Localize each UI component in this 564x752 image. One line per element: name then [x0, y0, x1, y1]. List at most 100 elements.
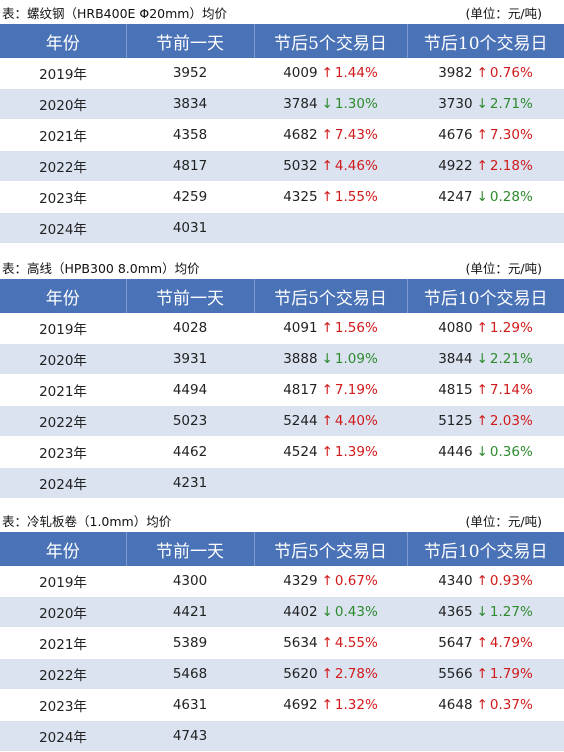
arrow-up-icon: ↑ [476, 158, 488, 174]
column-header: 节后10个交易日 [407, 279, 564, 313]
change-percent: 1.56% [334, 320, 378, 336]
column-header: 节后5个交易日 [254, 279, 408, 313]
change-percent: 0.67% [334, 573, 378, 589]
post-10-day-cell: 4648 ↑ 0.37% [407, 689, 564, 721]
table-title: 表：螺纹钢（HRB400E Φ20mm）均价 [2, 5, 227, 21]
pre-holiday-price-cell: 4231 [126, 467, 254, 499]
pre-holiday-price-cell: 4462 [126, 436, 254, 468]
header-row: 年份 节前一天 节后5个交易日 节后10个交易日 [0, 532, 564, 566]
table-row: 2024年 4031 [0, 212, 564, 244]
post-5-day-cell [254, 467, 407, 499]
change-indicator: ↑ 4.79% [473, 635, 533, 651]
change-percent: 7.43% [334, 127, 378, 143]
table-row: 2024年 4231 [0, 467, 564, 499]
price-value: 3784 [283, 96, 318, 112]
year-cell: 2024年 [0, 467, 126, 499]
post-5-day-cell: 4402 ↓ 0.43% [254, 596, 407, 628]
column-header: 节后10个交易日 [407, 24, 564, 58]
change-percent: 4.40% [334, 413, 378, 429]
table-caption: 表：螺纹钢（HRB400E Φ20mm）均价 (单位：元/吨) [0, 0, 564, 24]
table-row: 2020年 3931 3888 ↓ 1.09% 3844 ↓ 2.21% [0, 343, 564, 375]
post-10-day-cell: 3730 ↓ 2.71% [407, 88, 564, 120]
table-caption: 表：高线（HPB300 8.0mm）均价 (单位：元/吨) [0, 255, 564, 279]
change-percent: 0.76% [489, 65, 533, 81]
unit-label: (单位：元/吨) [465, 5, 542, 21]
price-table: 年份 节前一天 节后5个交易日 节后10个交易日 2019年 4028 4091 ↑ 1.56%… [0, 279, 564, 499]
post-5-day-cell: 4325 ↑ 1.55% [254, 181, 407, 213]
change-percent: 1.29% [489, 320, 533, 336]
change-indicator: ↓ 2.21% [473, 351, 533, 367]
price-value: 5620 [283, 666, 318, 682]
table-row: 2023年 4631 4692 ↑ 1.32% 4648 ↑ 0.37% [0, 689, 564, 721]
post-10-day-cell: 4922 ↑ 2.18% [407, 150, 564, 182]
arrow-down-icon: ↓ [476, 444, 488, 460]
pre-holiday-price-cell: 4259 [126, 181, 254, 213]
price-value: 5032 [283, 158, 318, 174]
change-percent: 2.71% [489, 96, 533, 112]
table-row: 2021年 4358 4682 ↑ 7.43% 4676 ↑ 7.30% [0, 119, 564, 151]
arrow-up-icon: ↑ [321, 320, 333, 336]
price-value: 4247 [438, 189, 473, 205]
post-10-day-cell: 4446 ↓ 0.36% [407, 436, 564, 468]
post-5-day-cell: 5032 ↑ 4.46% [254, 150, 407, 182]
section-gap [0, 499, 564, 508]
table-row: 2022年 5023 5244 ↑ 4.40% 5125 ↑ 2.03% [0, 405, 564, 437]
change-indicator: ↑ 1.44% [318, 65, 378, 81]
year-cell: 2019年 [0, 313, 126, 344]
post-5-day-cell: 5620 ↑ 2.78% [254, 658, 407, 690]
price-value: 5647 [438, 635, 473, 651]
price-table: 年份 节前一天 节后5个交易日 节后10个交易日 2019年 3952 4009 ↑ 1.44%… [0, 24, 564, 244]
arrow-up-icon: ↑ [321, 635, 333, 651]
table-row: 2019年 4028 4091 ↑ 1.56% 4080 ↑ 1.29% [0, 313, 564, 344]
post-5-day-cell: 4091 ↑ 1.56% [254, 313, 407, 344]
price-value: 4676 [438, 127, 473, 143]
post-10-day-cell: 4247 ↓ 0.28% [407, 181, 564, 213]
change-percent: 2.78% [334, 666, 378, 682]
post-5-day-cell: 4524 ↑ 1.39% [254, 436, 407, 468]
pre-holiday-price-cell: 3834 [126, 88, 254, 120]
change-indicator: ↑ 0.76% [473, 65, 533, 81]
arrow-down-icon: ↓ [476, 351, 488, 367]
change-indicator: ↓ 2.71% [473, 96, 533, 112]
arrow-up-icon: ↑ [476, 413, 488, 429]
arrow-up-icon: ↑ [476, 320, 488, 336]
year-cell: 2023年 [0, 181, 126, 213]
post-5-day-cell: 5634 ↑ 4.55% [254, 627, 407, 659]
year-cell: 2019年 [0, 58, 126, 89]
change-percent: 1.44% [334, 65, 378, 81]
year-cell: 2020年 [0, 88, 126, 120]
price-value: 5244 [283, 413, 318, 429]
arrow-down-icon: ↓ [321, 96, 333, 112]
arrow-up-icon: ↑ [476, 666, 488, 682]
column-header: 节前一天 [126, 532, 255, 566]
change-indicator: ↑ 0.37% [473, 697, 533, 713]
price-value: 4648 [438, 697, 473, 713]
change-indicator: ↓ 1.27% [473, 604, 533, 620]
post-10-day-cell: 3982 ↑ 0.76% [407, 58, 564, 89]
change-indicator: ↓ 1.09% [318, 351, 378, 367]
change-indicator: ↑ 2.03% [473, 413, 533, 429]
change-indicator: ↑ 0.67% [318, 573, 378, 589]
price-value: 4340 [438, 573, 473, 589]
year-cell: 2021年 [0, 119, 126, 151]
pre-holiday-price-cell: 5468 [126, 658, 254, 690]
post-5-day-cell [254, 720, 407, 752]
arrow-up-icon: ↑ [321, 697, 333, 713]
change-indicator: ↓ 0.36% [473, 444, 533, 460]
price-value: 4365 [438, 604, 473, 620]
arrow-down-icon: ↓ [476, 604, 488, 620]
price-value: 4325 [283, 189, 318, 205]
price-value: 3888 [283, 351, 318, 367]
change-indicator: ↑ 1.32% [318, 697, 378, 713]
post-10-day-cell [407, 212, 564, 244]
post-5-day-cell: 4817 ↑ 7.19% [254, 374, 407, 406]
change-percent: 1.09% [334, 351, 378, 367]
change-percent: 4.79% [489, 635, 533, 651]
arrow-up-icon: ↑ [321, 573, 333, 589]
year-cell: 2024年 [0, 212, 126, 244]
post-10-day-cell [407, 720, 564, 752]
column-header: 节前一天 [126, 24, 255, 58]
arrow-up-icon: ↑ [476, 697, 488, 713]
post-10-day-cell: 4676 ↑ 7.30% [407, 119, 564, 151]
table-row: 2023年 4259 4325 ↑ 1.55% 4247 ↓ 0.28% [0, 181, 564, 213]
